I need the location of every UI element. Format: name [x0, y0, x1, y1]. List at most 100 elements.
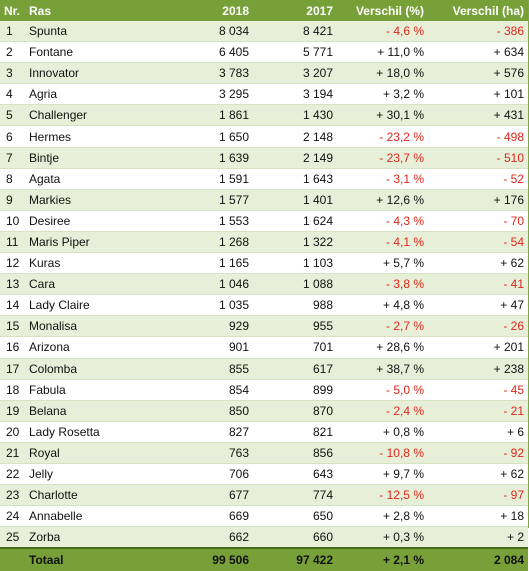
cell-2017: 2 148	[253, 125, 337, 148]
cell-2017: 2 149	[253, 147, 337, 169]
cell-2017: 899	[253, 379, 337, 401]
cell-2017: 643	[253, 463, 337, 486]
cell-ras: Fontane	[26, 41, 168, 64]
cell-verschil-pct: - 3,1 %	[337, 168, 428, 190]
cell-nr: 4	[0, 83, 26, 106]
table-row: 19 Belana 850 870- 2,4 % - 21	[0, 400, 528, 422]
cell-ras: Agria	[26, 83, 168, 106]
cell-verschil-ha: + 62	[428, 252, 528, 275]
cell-2018: 1 639	[168, 147, 253, 169]
cell-nr: 8	[0, 168, 26, 190]
cell-verschil-ha: - 26	[428, 315, 528, 338]
cell-nr: 14	[0, 294, 26, 317]
cell-ras: Markies	[26, 189, 168, 211]
cell-2018: 1 046	[168, 273, 253, 296]
cell-verschil-ha: - 498	[428, 125, 528, 148]
total-2017: 97 422	[253, 547, 337, 571]
cell-2017: 5 771	[253, 41, 337, 64]
cell-nr: 13	[0, 273, 26, 296]
cell-ras: Agata	[26, 168, 168, 190]
cell-2017: 1 643	[253, 168, 337, 190]
cell-nr: 21	[0, 442, 26, 464]
cell-verschil-ha: + 18	[428, 505, 528, 528]
table-row: 10 Desiree 1 553 1 624- 4,3 % - 70	[0, 210, 528, 232]
cell-2017: 1 103	[253, 252, 337, 275]
cell-ras: Spunta	[26, 21, 168, 43]
cell-2017: 650	[253, 505, 337, 528]
cell-2018: 1 035	[168, 294, 253, 317]
cell-2018: 1 650	[168, 125, 253, 148]
table-row: 17 Colomba 855 617 + 38,7 % + 238	[0, 358, 528, 380]
cell-2018: 1 268	[168, 231, 253, 254]
cell-2018: 3 783	[168, 62, 253, 85]
cell-verschil-ha: - 45	[428, 379, 528, 401]
table-row: 23 Charlotte 677 774- 12,5 % - 97	[0, 484, 528, 507]
cell-verschil-ha: - 386	[428, 21, 528, 43]
cell-2018: 1 861	[168, 104, 253, 127]
cell-2017: 988	[253, 294, 337, 317]
cell-verschil-pct: + 12,6 %	[337, 189, 428, 211]
table-row: 1 Spunta 8 034 8 421- 4,6 % - 386	[0, 21, 528, 43]
cell-2017: 1 401	[253, 189, 337, 211]
cell-verschil-pct: + 28,6 %	[337, 336, 428, 359]
table-row: 22 Jelly 706 643 + 9,7 % + 62	[0, 463, 528, 486]
cell-2018: 850	[168, 400, 253, 422]
cell-verschil-pct: + 5,7 %	[337, 252, 428, 275]
cell-nr: 22	[0, 463, 26, 486]
cell-verschil-ha: + 238	[428, 358, 528, 380]
cell-nr: 24	[0, 505, 26, 528]
cell-verschil-pct: - 10,8 %	[337, 442, 428, 464]
cell-verschil-pct: + 2,8 %	[337, 505, 428, 528]
cell-ras: Annabelle	[26, 505, 168, 528]
cell-nr: 7	[0, 147, 26, 169]
cell-verschil-pct: + 0,3 %	[337, 526, 428, 549]
cell-ras: Jelly	[26, 463, 168, 486]
cell-nr: 25	[0, 526, 26, 549]
cell-nr: 10	[0, 210, 26, 232]
cell-ras: Zorba	[26, 526, 168, 549]
cell-ras: Lady Rosetta	[26, 421, 168, 443]
table-row: 2 Fontane 6 405 5 771 + 11,0 % + 634	[0, 41, 528, 64]
cell-ras: Challenger	[26, 104, 168, 127]
cell-ras: Charlotte	[26, 484, 168, 507]
cell-verschil-ha: + 201	[428, 336, 528, 359]
cell-verschil-pct: - 23,2 %	[337, 125, 428, 148]
cell-verschil-ha: - 70	[428, 210, 528, 232]
cell-verschil-ha: + 47	[428, 294, 528, 317]
cell-verschil-ha: + 431	[428, 104, 528, 127]
cell-verschil-ha: + 62	[428, 463, 528, 486]
cell-verschil-ha: + 6	[428, 421, 528, 443]
table-row: 5 Challenger 1 861 1 430 + 30,1 % + 431	[0, 104, 528, 127]
table-row: 13 Cara 1 046 1 088- 3,8 % - 41	[0, 273, 528, 296]
cell-verschil-pct: - 4,1 %	[337, 231, 428, 254]
cell-ras: Arizona	[26, 336, 168, 359]
cell-verschil-pct: - 4,6 %	[337, 21, 428, 43]
cell-nr: 20	[0, 421, 26, 443]
cell-verschil-pct: + 18,0 %	[337, 62, 428, 85]
cell-nr: 18	[0, 379, 26, 401]
header-verschil-pct: Verschil (%)	[337, 0, 428, 21]
cell-ras: Lady Claire	[26, 294, 168, 317]
header-ras: Ras	[26, 0, 168, 21]
cell-ras: Belana	[26, 400, 168, 422]
cell-verschil-ha: - 21	[428, 400, 528, 422]
cell-ras: Hermes	[26, 125, 168, 148]
table-row: 9 Markies 1 577 1 401 + 12,6 % + 176	[0, 189, 528, 211]
total-label: Totaal	[26, 547, 168, 571]
cell-verschil-pct: - 12,5 %	[337, 484, 428, 507]
cell-verschil-ha: - 92	[428, 442, 528, 464]
cell-2017: 1 624	[253, 210, 337, 232]
header-verschil-ha: Verschil (ha)	[428, 0, 528, 21]
cell-2017: 3 207	[253, 62, 337, 85]
cell-ras: Desiree	[26, 210, 168, 232]
cell-verschil-ha: - 52	[428, 168, 528, 190]
cell-2017: 955	[253, 315, 337, 338]
cell-2018: 827	[168, 421, 253, 443]
cell-2017: 870	[253, 400, 337, 422]
header-row: Nr. Ras 2018 2017 Verschil (%) Verschil …	[0, 0, 528, 21]
cell-2017: 3 194	[253, 83, 337, 106]
cell-verschil-pct: + 9,7 %	[337, 463, 428, 486]
table-row: 3 Innovator 3 783 3 207 + 18,0 % + 576	[0, 62, 528, 85]
